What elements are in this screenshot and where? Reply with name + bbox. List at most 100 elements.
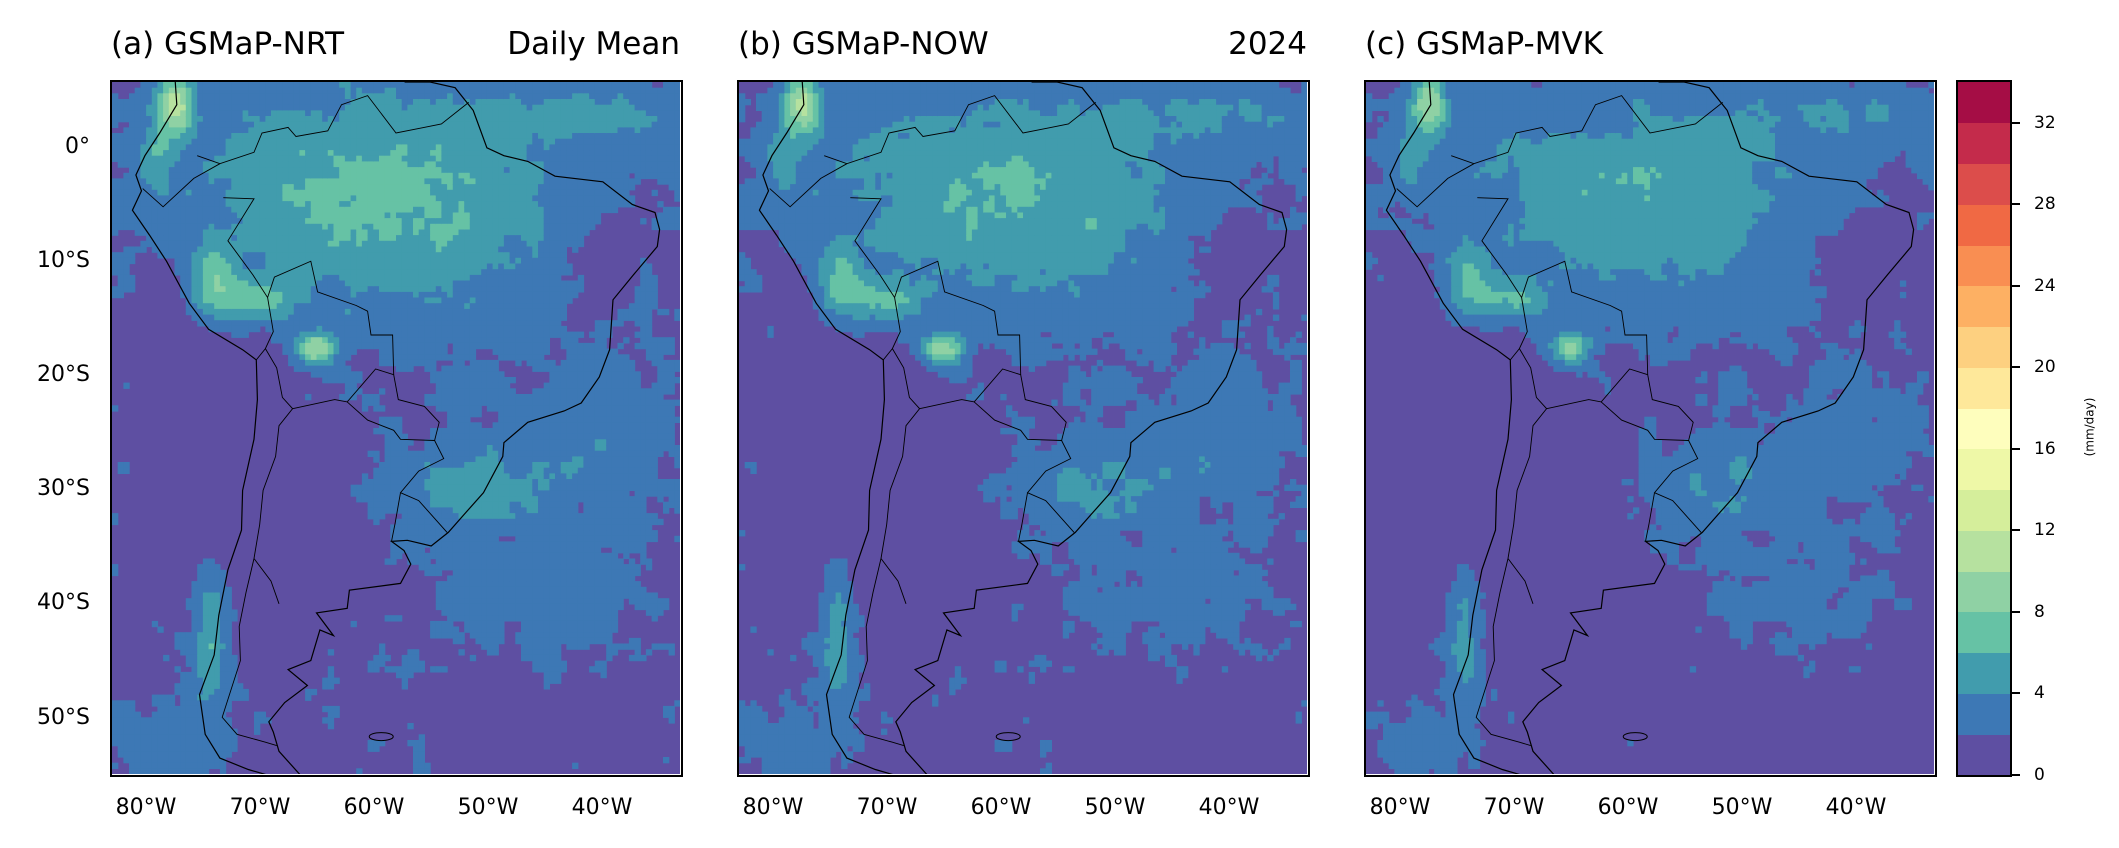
colorbar-tick <box>2012 203 2020 206</box>
colorbar-tick-label: 0 <box>2034 765 2045 785</box>
coastline <box>131 82 661 774</box>
country-border <box>894 260 1022 375</box>
country-border <box>142 163 221 208</box>
lon-label-c-80w: 80°W <box>1369 795 1431 820</box>
colorbar-tick-label: 16 <box>2034 438 2056 459</box>
falkland-islands <box>1622 732 1648 742</box>
lon-label-a-60w: 60°W <box>343 795 405 820</box>
colorbar-tick <box>2012 447 2020 450</box>
country-border <box>973 401 1062 441</box>
country-border <box>1600 401 1689 441</box>
colorbar-segment <box>1958 571 2010 613</box>
colorbar-segment <box>1958 367 2010 409</box>
colorbar-segment <box>1958 734 2010 775</box>
lat-label-20s: 20°S <box>37 362 90 387</box>
colorbar-segment <box>1958 204 2010 246</box>
colorbar-segment <box>1958 448 2010 491</box>
falkland-islands <box>995 732 1021 742</box>
coastline <box>758 82 1288 774</box>
country-border <box>1026 440 1075 533</box>
country-border <box>267 260 395 375</box>
country-border <box>1507 558 1534 604</box>
lon-label-c-50w: 50°W <box>1711 795 1773 820</box>
lon-label-a-70w: 70°W <box>229 795 291 820</box>
country-border <box>1020 374 1067 441</box>
colorbar-segment <box>1958 530 2010 572</box>
country-border <box>391 492 401 542</box>
country-border <box>346 401 435 441</box>
lon-label-b-80w: 80°W <box>742 795 804 820</box>
lon-label-b-70w: 70°W <box>856 795 918 820</box>
colorbar-tick-label: 28 <box>2034 194 2056 215</box>
country-border <box>1521 260 1649 375</box>
colorbar-segment <box>1958 326 2010 368</box>
colorbar-tick <box>2012 529 2020 532</box>
map-panel-a <box>110 80 683 777</box>
panel-c-title: (c) GSMaP-MVK <box>1365 26 1604 62</box>
country-border <box>1396 163 1475 208</box>
colorbar-segment <box>1958 408 2010 450</box>
colorbar-tick-label: 8 <box>2034 601 2045 622</box>
lat-label-40s: 40°S <box>37 590 90 615</box>
lon-label-a-80w: 80°W <box>115 795 177 820</box>
colorbar-segment <box>1958 245 2010 287</box>
country-border <box>393 374 440 441</box>
country-border <box>769 163 848 208</box>
lon-label-a-50w: 50°W <box>457 795 519 820</box>
colorbar <box>1956 80 2012 777</box>
country-border <box>824 95 1096 165</box>
colorbar-tick-label: 20 <box>2034 357 2056 378</box>
lon-label-c-70w: 70°W <box>1483 795 1545 820</box>
lon-label-c-60w: 60°W <box>1597 795 1659 820</box>
panel-a-title: (a) GSMaP-NRT <box>111 26 345 62</box>
country-border <box>1546 368 1648 410</box>
country-border <box>399 440 448 533</box>
colorbar-tick-label: 24 <box>2034 275 2056 296</box>
precip-field <box>739 82 1307 774</box>
country-border <box>253 558 280 604</box>
colorbar-tick-label: 4 <box>2034 683 2045 704</box>
colorbar-segment <box>1958 652 2010 694</box>
colorbar-segment <box>1958 122 2010 164</box>
colorbar-tick <box>2012 366 2020 369</box>
precip-map-a <box>112 82 680 774</box>
colorbar-tick-label: 32 <box>2034 112 2056 133</box>
precip-field <box>112 82 680 774</box>
falkland-islands <box>368 732 394 742</box>
precip-field <box>1366 82 1934 774</box>
colorbar-tick-label: 12 <box>2034 520 2056 541</box>
lat-label-0: 0° <box>65 134 90 159</box>
country-border <box>1653 440 1702 533</box>
colorbar-tick <box>2012 121 2020 124</box>
colorbar-segment <box>1958 611 2010 654</box>
colorbar-segment <box>1958 82 2010 124</box>
country-border <box>1018 492 1028 542</box>
lat-label-10s: 10°S <box>37 248 90 273</box>
colorbar-unit-label: (mm/day) <box>2082 397 2097 457</box>
colorbar-segment <box>1958 489 2010 531</box>
country-border <box>197 95 469 165</box>
colorbar-segment <box>1958 163 2010 205</box>
lat-label-50s: 50°S <box>37 705 90 730</box>
precip-map-b <box>739 82 1307 774</box>
lon-label-b-50w: 50°W <box>1084 795 1146 820</box>
country-border <box>850 197 901 361</box>
precip-map-c <box>1366 82 1934 774</box>
colorbar-segment <box>1958 693 2010 735</box>
lon-label-a-40w: 40°W <box>571 795 633 820</box>
panel-b-subtitle: 2024 <box>1228 26 1307 62</box>
colorbar-tick <box>2012 774 2020 776</box>
colorbar-tick <box>2012 692 2020 695</box>
panel-b-title: (b) GSMaP-NOW <box>738 26 989 62</box>
colorbar-segment <box>1958 285 2010 328</box>
lon-label-c-40w: 40°W <box>1825 795 1887 820</box>
country-border <box>223 197 274 361</box>
panel-a-subtitle: Daily Mean <box>507 26 680 62</box>
lat-label-30s: 30°S <box>37 476 90 501</box>
country-border <box>1477 197 1528 361</box>
country-border <box>880 558 907 604</box>
map-panel-c <box>1364 80 1937 777</box>
country-border <box>1451 95 1723 165</box>
colorbar-tick <box>2012 284 2020 287</box>
country-border <box>1645 492 1655 542</box>
